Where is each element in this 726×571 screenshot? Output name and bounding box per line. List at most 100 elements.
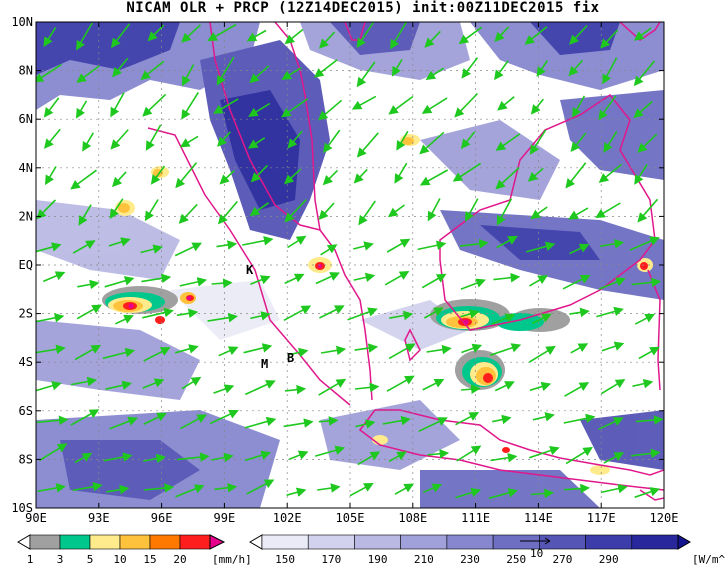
wind-arrow	[317, 483, 341, 493]
wind-arrow	[284, 168, 302, 185]
wind-arrow	[491, 313, 516, 325]
wind-arrow	[354, 343, 379, 353]
wind-arrow	[455, 412, 480, 426]
wind-arrow	[421, 273, 447, 289]
wind-arrow	[180, 414, 208, 430]
lat-label: 8S	[19, 452, 33, 466]
wind-arrow	[36, 313, 65, 323]
wind-arrow	[388, 95, 414, 115]
wind-arrow	[637, 198, 659, 223]
lat-label: 2N	[19, 209, 33, 223]
wind-arrow	[570, 343, 589, 354]
wind-arrow	[600, 29, 619, 49]
wind-arrow	[114, 314, 134, 325]
lat-label: 10S	[11, 501, 33, 515]
wind-arrow	[388, 343, 416, 360]
wind-arrow	[318, 378, 347, 396]
wind-arrow	[322, 169, 339, 186]
wind-arrow	[318, 416, 339, 426]
wind-arrow	[570, 132, 587, 152]
wind-arrow	[207, 23, 237, 42]
wind-arrow	[314, 445, 346, 457]
vector-reference: 10	[520, 537, 551, 560]
wind-arrow	[102, 347, 136, 360]
wind-arrow	[634, 163, 648, 185]
wind-arrow	[43, 97, 60, 118]
wind-arrow	[218, 346, 239, 357]
wind-arrow	[213, 98, 239, 114]
olr-colorbar-label: 150	[275, 553, 295, 566]
wind-arrow	[43, 128, 61, 149]
olr-colorbar-label: 190	[368, 553, 388, 566]
wind-arrow	[530, 98, 544, 115]
wind-arrow	[492, 414, 512, 425]
lon-label: 90E	[25, 511, 47, 525]
wind-arrow	[209, 409, 239, 425]
wind-arrow	[530, 206, 548, 220]
lon-label: 108E	[398, 511, 427, 525]
wind-arrow	[281, 98, 309, 118]
wind-arrow	[76, 65, 100, 83]
wind-arrow	[283, 305, 312, 322]
wind-arrow	[529, 275, 548, 287]
wind-arrow	[596, 306, 624, 318]
wind-arrow	[214, 482, 238, 493]
wind-arrow	[563, 483, 590, 494]
wind-arrow	[531, 313, 552, 325]
lat-label: EQ	[19, 258, 33, 272]
wind-arrow	[144, 199, 159, 222]
wind-arrow	[320, 345, 347, 356]
wind-arrow	[525, 241, 556, 253]
wind-arrow	[249, 202, 269, 217]
wind-arrow	[633, 60, 656, 87]
wind-arrow	[213, 384, 235, 394]
wind-arrow	[417, 240, 447, 251]
wind-arrow	[631, 277, 662, 288]
wind-arrow	[598, 95, 617, 121]
wind-arrow	[318, 202, 335, 220]
grid-lines	[36, 22, 664, 508]
precip-colorbar-label: 20	[173, 553, 186, 566]
wind-arrow	[386, 238, 411, 253]
wind-arrow	[249, 65, 270, 84]
wind-arrow	[347, 307, 378, 321]
lon-label: 117E	[587, 511, 616, 525]
wind-arrow	[242, 236, 274, 246]
wind-arrow	[211, 278, 233, 288]
wind-arrow	[562, 274, 591, 290]
wind-arrow	[603, 131, 618, 153]
lon-label: 120E	[650, 511, 679, 525]
precip-colorbar-label: 1	[27, 553, 34, 566]
wind-arrow	[207, 312, 238, 323]
wind-arrow	[629, 236, 660, 251]
wind-vectors	[36, 22, 664, 500]
wind-arrow	[72, 240, 96, 254]
precip-colorbar-label: 15	[143, 553, 156, 566]
map-title: NICAM OLR + PRCP (12Z14DEC2015) init:00Z…	[126, 0, 600, 16]
wind-arrow	[496, 198, 513, 226]
precip-colorbar: 1 3 5 10 15 20 [mm/h]	[17, 534, 252, 566]
wind-arrow	[82, 132, 94, 152]
wind-arrow	[353, 272, 376, 283]
wind-arrow	[36, 381, 62, 392]
vector-reference-label: 10	[530, 547, 543, 560]
wind-arrow	[422, 483, 443, 494]
wind-arrow	[247, 137, 266, 149]
wind-arrow	[598, 417, 624, 431]
wind-arrow	[497, 96, 515, 111]
wind-arrow	[529, 129, 547, 155]
wind-arrow	[43, 26, 57, 47]
wind-arrow	[528, 345, 556, 363]
wind-arrow	[248, 102, 271, 117]
olr-colorbar-label: 210	[414, 553, 434, 566]
wind-arrow	[75, 100, 88, 119]
wind-arrow	[219, 169, 235, 185]
lat-label: 2S	[19, 307, 33, 321]
wind-arrow	[174, 344, 199, 354]
wind-arrow	[524, 26, 548, 45]
wind-arrow	[36, 415, 69, 426]
wind-arrow	[70, 169, 97, 190]
wind-arrow	[287, 235, 307, 249]
wind-arrow	[70, 409, 100, 426]
wind-arrow	[600, 483, 628, 494]
